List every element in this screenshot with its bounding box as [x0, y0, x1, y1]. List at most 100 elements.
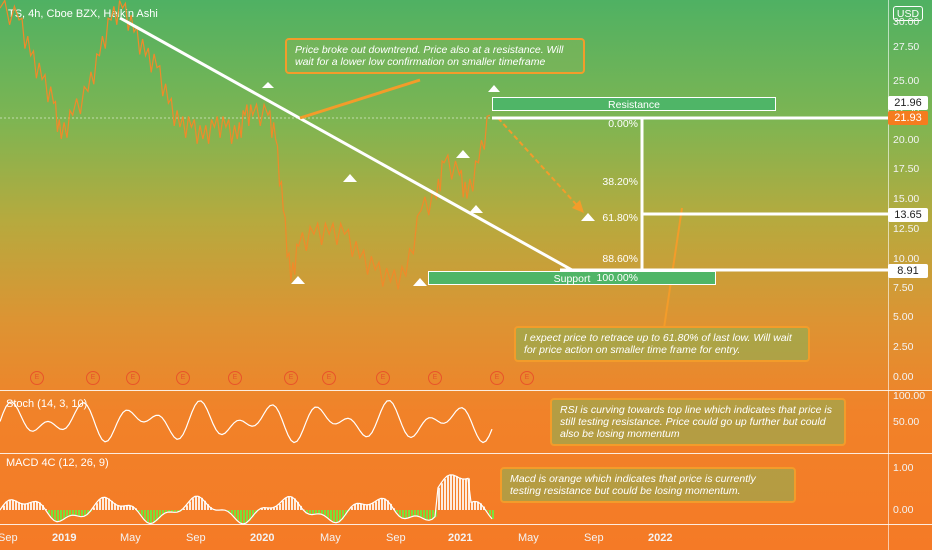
earnings-event-icon[interactable]: E	[428, 371, 442, 385]
earnings-event-icon[interactable]: E	[228, 371, 242, 385]
price-tick-2: 25.00	[893, 75, 920, 87]
time-tick-May: May	[518, 532, 539, 544]
macd-line	[0, 474, 493, 525]
earnings-event-icon[interactable]: E	[322, 371, 336, 385]
macd-bar	[444, 479, 446, 510]
pane-separator	[0, 390, 932, 391]
retrace-arrow-head	[572, 200, 584, 213]
earnings-event-icon[interactable]: E	[376, 371, 390, 385]
macd-bar	[492, 510, 494, 519]
macd-bar	[312, 510, 314, 515]
macd-bar	[447, 476, 449, 510]
macd-bar	[117, 505, 119, 510]
macd-bar	[246, 510, 248, 524]
macd-bar	[177, 510, 179, 513]
earnings-event-icon[interactable]: E	[520, 371, 534, 385]
time-tick-2021: 2021	[448, 532, 473, 544]
macd-bar	[24, 504, 26, 510]
macd-bar	[468, 478, 470, 510]
macd-bar	[57, 510, 59, 522]
macd-bar	[144, 510, 146, 520]
macd-bar	[99, 499, 101, 510]
macd-bar	[171, 510, 173, 513]
macd-bar	[228, 510, 230, 512]
earnings-event-icon[interactable]: E	[86, 371, 100, 385]
macd-bar	[327, 510, 329, 518]
time-tick-May: May	[120, 532, 141, 544]
macd-bar	[435, 510, 437, 517]
time-tick-Sep: Sep	[386, 532, 406, 544]
macd-bar	[111, 500, 113, 510]
macd-bar	[486, 510, 488, 511]
earnings-event-icon[interactable]: E	[30, 371, 44, 385]
retrace-note-pointer	[663, 207, 683, 329]
macd-bar	[297, 501, 299, 510]
macd-bar	[150, 510, 152, 524]
earnings-event-icon[interactable]: E	[284, 371, 298, 385]
macd-bar	[411, 510, 413, 517]
chart-title: TS, 4h, Cboe BZX, Heikin Ashi	[8, 8, 158, 20]
macd-bar	[9, 500, 11, 510]
note-retrace[interactable]: I expect price to retrace up to 61.80% o…	[514, 326, 810, 362]
price-tick-10: 5.00	[893, 311, 914, 323]
macd-bar	[441, 483, 443, 510]
macd-bar	[420, 510, 422, 517]
note-breakout[interactable]: Price broke out downtrend. Price also at…	[285, 38, 585, 74]
macd-bar	[129, 505, 131, 510]
macd-bar	[63, 510, 65, 520]
macd-bar	[249, 510, 251, 521]
macd-bar	[276, 506, 278, 510]
macd-bar	[48, 510, 50, 514]
note-macd[interactable]: Macd is orange which indicates that pric…	[500, 467, 796, 503]
macd-bar	[345, 510, 347, 516]
macd-bar	[240, 510, 242, 523]
earnings-event-icon[interactable]: E	[126, 371, 140, 385]
currency-button[interactable]: USD	[893, 6, 923, 21]
downtrend-line	[119, 16, 573, 272]
macd-bar	[453, 474, 455, 510]
macd-bar	[54, 510, 56, 521]
macd-bar	[234, 510, 236, 518]
macd-bar	[408, 510, 410, 518]
macd-bar	[489, 510, 491, 516]
macd-bar	[33, 501, 35, 510]
price-tag-8.91: 8.91	[888, 264, 928, 278]
macd-bar	[105, 497, 107, 510]
macd-bar	[363, 504, 365, 510]
macd-bar	[72, 510, 74, 516]
marker-triangle	[262, 82, 274, 88]
macd-bar	[321, 510, 323, 515]
fib-label-886: 88.60%	[602, 253, 638, 265]
earnings-event-icon[interactable]: E	[490, 371, 504, 385]
time-tick-Sep: Sep	[0, 532, 18, 544]
macd-bar	[3, 505, 5, 510]
resistance-zone[interactable]: Resistance	[492, 97, 776, 111]
stoch-label[interactable]: Stoch (14, 3, 10)	[6, 398, 88, 410]
price-tag-13.65: 13.65	[888, 208, 928, 222]
fib-label-382: 38.20%	[602, 176, 638, 188]
macd-bar	[351, 507, 353, 510]
time-tick-Sep: Sep	[186, 532, 206, 544]
earnings-event-icon[interactable]: E	[176, 371, 190, 385]
macd-bar	[165, 510, 167, 514]
pane-separator	[0, 524, 932, 525]
macd-bar	[93, 507, 95, 510]
macd-bar	[252, 510, 254, 517]
macd-bar	[138, 510, 140, 512]
note-rsi[interactable]: RSI is curving towards top line which in…	[550, 398, 846, 446]
macd-bar	[264, 507, 266, 510]
price-series-line	[0, 0, 491, 290]
macd-bar	[159, 510, 161, 518]
macd-bar	[168, 510, 170, 513]
price-tick-0: 30.00	[893, 16, 920, 28]
stoch-line	[0, 399, 493, 444]
macd-bar	[66, 510, 68, 518]
marker-triangle	[343, 174, 357, 182]
macd-bar	[309, 510, 311, 515]
macd-bar	[339, 510, 341, 522]
macd-bar	[294, 498, 296, 510]
macd-bar	[96, 503, 98, 510]
macd-label[interactable]: MACD 4C (12, 26, 9)	[6, 457, 109, 469]
support-zone[interactable]: Support	[428, 271, 716, 285]
